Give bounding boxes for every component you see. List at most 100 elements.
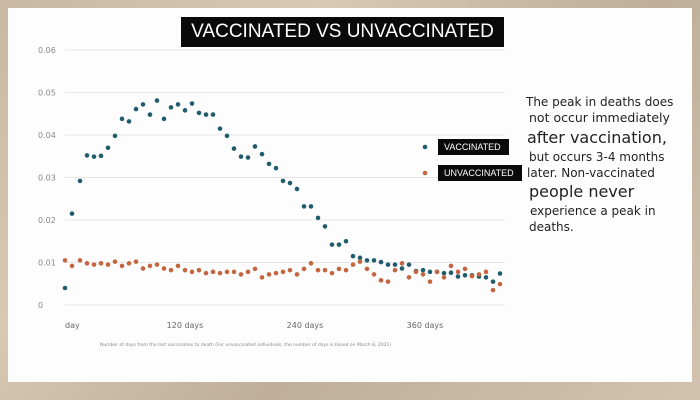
unvaccinated-point xyxy=(301,266,307,272)
slide-background xyxy=(8,8,692,382)
vaccinated-point xyxy=(280,178,286,184)
unvaccinated-point xyxy=(98,261,104,266)
vaccinated-point xyxy=(399,266,405,271)
y-tick-label: 0.01 xyxy=(38,259,56,268)
vaccinated-point xyxy=(385,262,391,267)
vaccinated-point xyxy=(364,258,370,263)
unvaccinated-point xyxy=(448,263,454,269)
unvaccinated-point xyxy=(427,279,433,284)
vaccinated-point xyxy=(62,285,68,291)
vaccinated-point xyxy=(217,126,223,131)
vaccinated-point xyxy=(455,274,461,279)
vaccinated-point xyxy=(427,269,433,275)
vaccinated-point xyxy=(483,275,489,280)
unvaccinated-point xyxy=(112,259,118,264)
unvaccinated-point xyxy=(252,266,258,272)
vaccinated-point xyxy=(441,270,447,276)
unvaccinated-point xyxy=(357,259,363,264)
vaccinated-point xyxy=(378,259,384,265)
vaccinated-point xyxy=(112,133,118,139)
unvaccinated-point xyxy=(441,275,447,280)
unvaccinated-point xyxy=(126,261,132,266)
vaccinated-point xyxy=(406,262,412,267)
unvaccinated-point xyxy=(455,269,461,275)
vaccinated-point xyxy=(84,153,90,158)
vaccinated-point xyxy=(371,258,377,263)
unvaccinated-point xyxy=(224,269,230,275)
vaccinated-point xyxy=(182,108,188,113)
unvaccinated-point xyxy=(238,272,244,277)
vaccinated-point xyxy=(161,116,167,122)
unvaccinated-point xyxy=(399,261,405,266)
x-tick-label: day xyxy=(65,321,80,330)
unvaccinated-point xyxy=(189,269,195,275)
vaccinated-point xyxy=(392,262,398,267)
legend-marker-unvaccinated xyxy=(422,170,428,176)
unvaccinated-point xyxy=(413,269,419,275)
vaccinated-point xyxy=(448,270,454,276)
vaccinated-point xyxy=(273,165,279,171)
unvaccinated-point xyxy=(483,269,489,275)
vaccinated-point xyxy=(105,145,111,151)
vaccinated-point xyxy=(322,224,328,229)
legend-label-unvaccinated: UNVACCINATED xyxy=(438,165,522,181)
unvaccinated-point xyxy=(154,262,160,267)
unvaccinated-point xyxy=(84,261,90,266)
unvaccinated-point xyxy=(371,272,377,277)
annotation-line: people never xyxy=(529,182,635,202)
vaccinated-point xyxy=(497,271,503,276)
annotation-line: after vaccination, xyxy=(527,128,667,148)
vaccinated-point xyxy=(210,112,216,117)
x-axis-caption: Number of days from the last vaccination… xyxy=(100,343,392,348)
unvaccinated-point xyxy=(210,269,216,275)
annotation-text: The peak in deaths does not occur immedi… xyxy=(520,94,690,235)
unvaccinated-point xyxy=(182,267,188,273)
vaccinated-point xyxy=(91,154,97,159)
unvaccinated-point xyxy=(140,266,146,271)
vaccinated-point xyxy=(462,272,468,278)
vaccinated-point xyxy=(350,253,356,259)
unvaccinated-point xyxy=(280,269,286,275)
annotation-line: experience a peak in xyxy=(530,203,656,218)
unvaccinated-point xyxy=(217,270,223,276)
unvaccinated-point xyxy=(133,259,139,264)
unvaccinated-point xyxy=(266,272,272,277)
unvaccinated-point xyxy=(161,266,167,271)
unvaccinated-point xyxy=(322,267,328,273)
vaccinated-point xyxy=(175,102,181,107)
annotation-line: but occurs 3-4 months xyxy=(529,149,665,164)
unvaccinated-point xyxy=(273,270,279,276)
y-tick-label: 0.04 xyxy=(38,131,56,140)
unvaccinated-point xyxy=(420,272,426,277)
unvaccinated-point xyxy=(259,275,265,280)
y-tick-label: 0.02 xyxy=(38,216,56,225)
annotation-line: later. Non-vaccinated xyxy=(527,165,655,180)
vaccinated-point xyxy=(329,242,335,247)
unvaccinated-point xyxy=(350,262,356,267)
vaccinated-point xyxy=(189,101,195,106)
unvaccinated-point xyxy=(392,267,398,273)
vaccinated-point xyxy=(343,238,349,244)
vaccinated-point xyxy=(231,146,237,151)
unvaccinated-point xyxy=(175,263,181,269)
unvaccinated-point xyxy=(294,272,300,277)
vaccinated-point xyxy=(357,255,363,261)
vaccinated-point xyxy=(168,105,174,110)
unvaccinated-point xyxy=(105,262,111,267)
unvaccinated-point xyxy=(336,266,342,272)
unvaccinated-point xyxy=(378,278,384,283)
unvaccinated-point xyxy=(119,263,125,269)
vaccinated-point xyxy=(315,215,321,221)
vaccinated-point xyxy=(203,112,209,117)
vaccinated-point xyxy=(336,242,342,247)
unvaccinated-point xyxy=(147,263,153,269)
vaccinated-point xyxy=(252,144,258,149)
unvaccinated-point xyxy=(231,269,237,275)
unvaccinated-point xyxy=(69,263,75,269)
vaccinated-point xyxy=(420,267,426,273)
vaccinated-point xyxy=(126,119,132,124)
unvaccinated-point xyxy=(469,273,475,279)
x-tick-label: 360 days xyxy=(407,321,444,330)
y-tick-label: 0 xyxy=(38,301,43,310)
